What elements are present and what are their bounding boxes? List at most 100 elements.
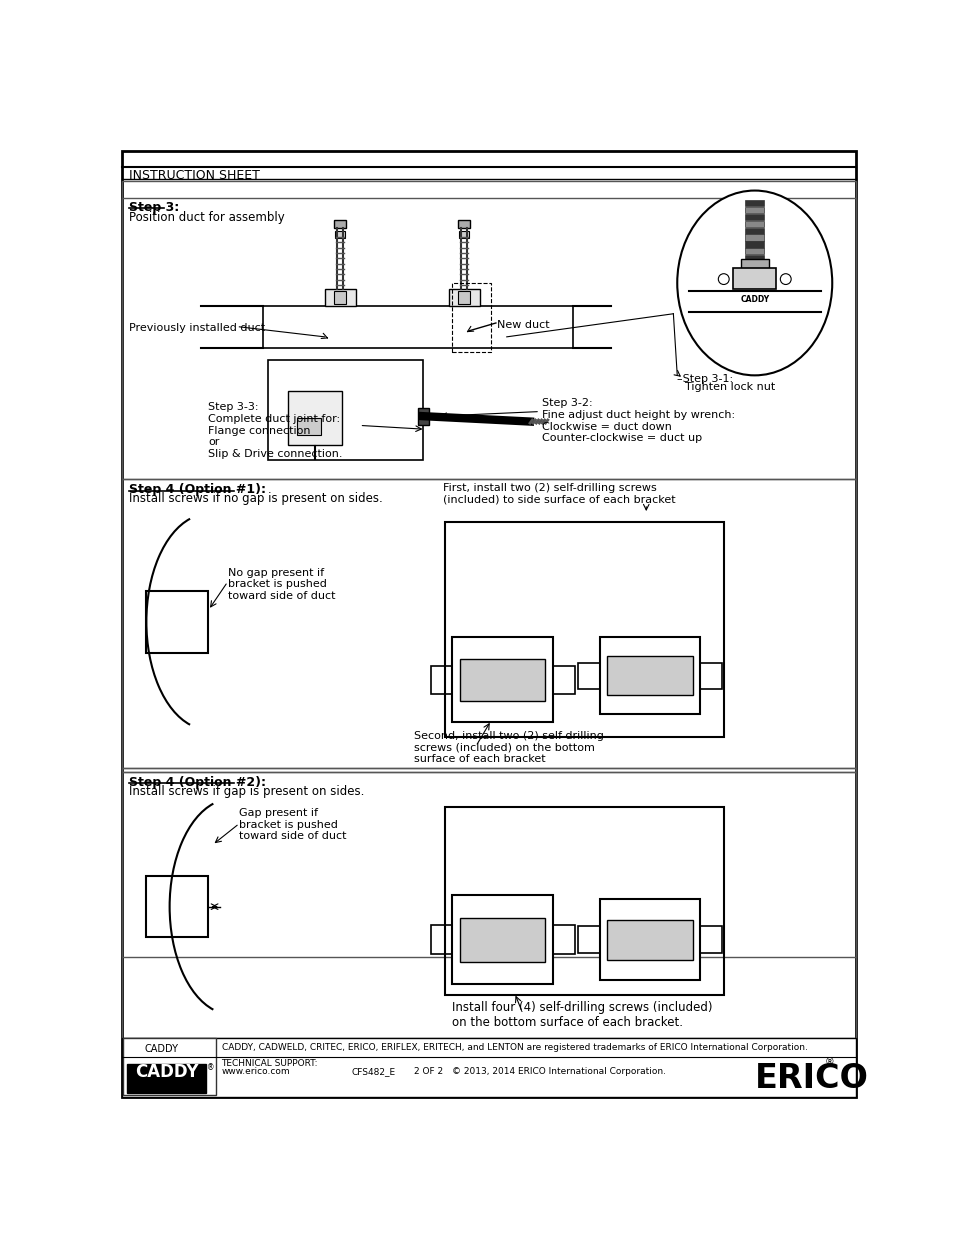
Circle shape [699,667,710,677]
Circle shape [326,294,332,300]
Bar [459,918,545,962]
Bar [732,268,776,289]
Text: Step 3-2:
Fine adjust duct height by wrench:
Clockwise = duct down
Counter-clock: Step 3-2: Fine adjust duct height by wre… [541,399,734,443]
Bar [700,663,721,689]
Circle shape [691,971,697,977]
Bar [297,419,320,436]
Circle shape [691,902,697,908]
Bar [744,248,763,254]
Circle shape [543,640,550,646]
Text: No gap present if
bracket is pushed
toward side of duct: No gap present if bracket is pushed towa… [228,568,335,601]
Bar [431,925,452,955]
Text: New duct: New duct [497,320,549,330]
Circle shape [637,663,661,688]
Text: Tighten lock nut: Tighten lock nut [684,382,775,391]
Circle shape [780,274,790,284]
Ellipse shape [677,190,831,375]
Circle shape [552,930,562,941]
Bar [744,227,763,233]
Circle shape [637,926,662,953]
Bar [553,925,575,955]
Text: INSTRUCTION SHEET: INSTRUCTION SHEET [129,169,259,182]
Bar [444,521,723,737]
Circle shape [630,656,669,695]
Text: ERICO: ERICO [754,1062,868,1095]
Bar [744,200,763,206]
Circle shape [170,614,185,630]
Text: 2 OF 2: 2 OF 2 [414,1067,442,1076]
Circle shape [348,294,354,300]
Circle shape [160,889,194,924]
Bar [121,1037,856,1097]
Circle shape [290,436,295,442]
Circle shape [472,294,477,300]
Bar [740,259,768,272]
Text: CFS482_E: CFS482_E [352,1067,395,1076]
Circle shape [456,640,461,646]
Text: Install screws if no gap is present on sides.: Install screws if no gap is present on s… [129,493,382,505]
Bar [268,359,422,461]
Text: CADDY: CADDY [134,1063,198,1081]
Bar [459,231,468,238]
Text: ®: ® [823,1057,833,1067]
Text: Step 3:: Step 3: [129,200,178,214]
Text: Second, install two (2) self-drilling
screws (included) on the bottom
surface of: Second, install two (2) self-drilling sc… [414,731,603,764]
Circle shape [488,666,517,693]
Bar [607,656,692,695]
Bar [127,1063,206,1093]
Text: Position duct for assembly: Position duct for assembly [129,211,284,224]
Circle shape [629,920,670,960]
Bar [146,876,208,937]
Text: TECHNICAL SUPPORT:: TECHNICAL SUPPORT: [221,1060,317,1068]
Bar [599,637,700,714]
Bar [744,214,763,220]
Text: ®: ® [207,1063,214,1072]
Bar [448,289,479,306]
Circle shape [552,671,562,680]
Circle shape [480,918,524,961]
Text: Step 4 (Option #1):: Step 4 (Option #1): [129,483,265,496]
Circle shape [456,898,461,904]
Bar [121,768,856,957]
Bar [744,235,763,241]
Circle shape [305,436,311,442]
Text: Step 4 (Option #2):: Step 4 (Option #2): [129,776,265,789]
Circle shape [320,436,327,442]
Bar [121,199,856,479]
Text: Install screws if gap is present on sides.: Install screws if gap is present on side… [129,785,363,798]
Circle shape [691,640,697,646]
Bar [262,306,572,348]
Text: First, install two (2) self-drilling screws
(included) to side surface of each b: First, install two (2) self-drilling scr… [443,483,675,505]
Bar [452,895,553,983]
Bar [578,926,599,953]
Circle shape [160,605,194,638]
Bar [744,256,763,262]
Bar [553,667,575,694]
Circle shape [691,705,697,711]
Circle shape [481,658,523,700]
Circle shape [456,713,461,719]
Bar [607,920,692,960]
Text: CADDY, CADWELD, CRITEC, ERICO, ERIFLEX, ERITECH, and LENTON are registered trade: CADDY, CADWELD, CRITEC, ERICO, ERIFLEX, … [221,1042,806,1052]
Circle shape [456,974,461,981]
Text: CADDY: CADDY [740,295,768,304]
Bar [457,220,470,227]
Bar [335,231,344,238]
Bar [744,262,763,268]
Circle shape [170,899,185,914]
Bar [123,1037,216,1095]
Text: Previously installed duct: Previously installed duct [129,324,264,333]
Text: © 2013, 2014 ERICO International Corporation.: © 2013, 2014 ERICO International Corpora… [452,1067,666,1076]
Bar [452,637,553,721]
Bar [418,408,429,425]
Bar [744,221,763,227]
Circle shape [718,274,728,284]
Bar [288,390,342,445]
Text: CADDY: CADDY [144,1044,178,1053]
Text: –Step 3-1:: –Step 3-1: [677,374,733,384]
Circle shape [602,705,608,711]
Text: Step 3-3:
Complete duct joint for:
Flange connection
or
Slip & Drive connection.: Step 3-3: Complete duct joint for: Flang… [208,403,342,458]
Bar [334,291,346,304]
Bar [457,291,470,304]
Bar [700,926,721,953]
